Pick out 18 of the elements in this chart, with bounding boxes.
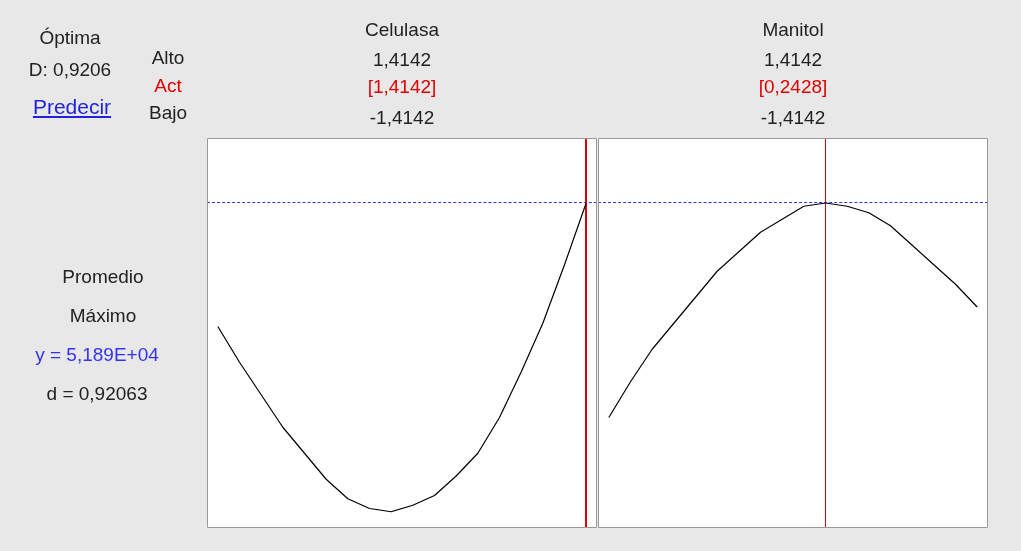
text: Alto (151, 47, 185, 69)
chart-title: Manitol (762, 19, 824, 41)
text: Bajo (148, 102, 188, 124)
text: D: 0,9206 (28, 59, 112, 81)
text: -1,4142 (369, 107, 435, 129)
text: 1,4142 (763, 49, 823, 71)
text: Act (154, 75, 182, 97)
text: Máximo (69, 305, 137, 327)
text: Promedio (62, 266, 144, 288)
text: Óptima (39, 27, 101, 49)
text: d = 0,92063 (46, 383, 148, 405)
text: [1,4142] (367, 76, 437, 98)
text: [0,2428] (758, 76, 828, 98)
text: Predecir (32, 95, 112, 119)
chart-title: Celulasa (365, 19, 439, 41)
text: -1,4142 (760, 107, 826, 129)
text: y = 5,189E+04 (35, 344, 159, 366)
text: 1,4142 (372, 49, 432, 71)
